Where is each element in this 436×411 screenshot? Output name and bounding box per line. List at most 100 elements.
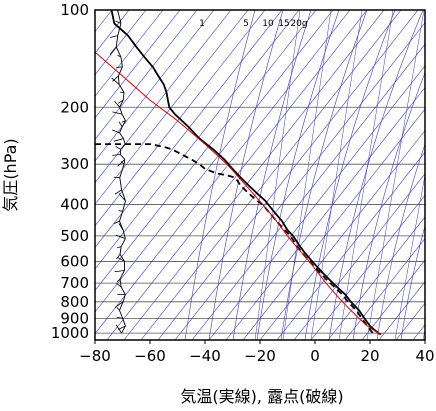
y-tick-label: 700: [60, 274, 89, 292]
mixing-ratio-line: [254, 10, 301, 340]
dry-adiabat-line: [208, 65, 425, 340]
dry-adiabat-line: [95, 10, 351, 335]
temperature-line: [110, 10, 382, 336]
wind-barb-staff: [123, 159, 126, 165]
wind-barb-staff: [121, 120, 126, 128]
dry-adiabat-line: [95, 10, 198, 140]
moist-adiabat-line: [184, 10, 256, 340]
mixing-ratio-label: 20g: [290, 19, 307, 29]
dry-adiabat-line: [174, 22, 425, 340]
wind-barb-staff: [118, 84, 125, 93]
y-tick-label: 200: [60, 98, 89, 116]
reference-line: [95, 51, 382, 335]
wind-barb-staff: [119, 107, 123, 115]
y-tick-label: 600: [60, 252, 89, 270]
moist-adiabat-line: [232, 10, 312, 340]
dry-adiabat-line: [95, 10, 147, 76]
wind-barb-staff: [115, 35, 119, 47]
moist-adiabat-line: [256, 10, 340, 340]
wind-barb-staff: [117, 75, 120, 85]
wind-barb-staff: [122, 294, 126, 302]
wind-barb-staff: [122, 92, 125, 101]
wind-barb-staff: [119, 177, 123, 190]
wind-barb-flag: [113, 138, 124, 142]
moist-adiabat-line: [304, 10, 396, 340]
wind-barb-flag: [109, 46, 117, 55]
dry-adiabat-line: [293, 173, 425, 340]
wind-barb-staff: [117, 10, 122, 24]
mixing-ratio-line: [310, 10, 363, 340]
y-tick-label: 1000: [51, 324, 89, 342]
wind-barb-staff: [119, 132, 124, 139]
dry-adiabat-line: [95, 10, 283, 248]
wind-barb-staff: [119, 270, 125, 280]
wind-barb-flag: [118, 210, 123, 212]
mixing-ratio-line: [366, 10, 425, 340]
wind-barb-staff: [119, 310, 124, 319]
y-tick-label: 400: [60, 196, 89, 214]
wind-barb-staff: [120, 286, 126, 295]
wind-barb-staff: [122, 318, 126, 327]
wind-barb-flag: [115, 324, 122, 334]
dry-adiabat-line: [95, 10, 300, 270]
mixing-ratio-line: [394, 173, 425, 340]
wind-barb-flag: [114, 189, 122, 195]
wind-barb-staff: [120, 143, 126, 150]
dry-adiabat-line: [157, 10, 419, 340]
moist-adiabat-line: [280, 10, 368, 340]
dry-adiabat-line: [361, 259, 425, 340]
wind-barb-flag: [117, 99, 124, 104]
dry-adiabat-line: [95, 10, 232, 184]
dry-adiabat-line: [378, 281, 425, 340]
y-tick-label: 100: [60, 1, 89, 19]
profile-lines: [95, 10, 382, 336]
dry-adiabat-line: [242, 108, 425, 340]
wind-barb-flag: [116, 282, 122, 288]
dry-adiabat-line: [95, 10, 334, 313]
x-tick-label: 20: [360, 347, 379, 365]
wind-barb-staff: [119, 126, 123, 134]
wind-barb-staff: [119, 246, 122, 255]
dry-adiabat-line: [310, 194, 425, 340]
wind-barb-flag: [115, 20, 122, 24]
wind-barb-flag: [118, 223, 124, 231]
wind-barb-staff: [119, 164, 125, 178]
wind-barb-staff: [121, 325, 126, 334]
x-tick-label: 40: [415, 347, 434, 365]
wind-barb-flag: [118, 121, 123, 128]
mixing-ratio-line: [282, 10, 332, 340]
wind-barb-flag: [115, 234, 126, 240]
wind-barb-flag: [112, 111, 123, 115]
wind-barb-flag: [116, 278, 121, 283]
wind-barb-staff: [122, 200, 126, 212]
wind-barb-staff: [119, 301, 124, 311]
mixing-ratio-label: 5: [243, 19, 249, 29]
dry-adiabat-line: [95, 10, 266, 227]
wind-barb-flag: [120, 161, 125, 165]
wind-barb-staff: [117, 23, 122, 36]
mixing-ratio-labels: 1 5 10 15 20g: [199, 19, 307, 29]
wind-barb-flag: [116, 66, 123, 68]
moist-adiabat-line: [400, 224, 425, 340]
dry-adiabat-line: [95, 10, 317, 291]
wind-barb-flag: [116, 316, 123, 319]
wind-barb-staff: [120, 238, 126, 247]
wind-barb-staff: [121, 189, 126, 202]
wind-barb-staff: [119, 211, 124, 222]
mixing-ratio-label: 10: [262, 19, 274, 29]
dry-adiabat-line: [327, 216, 425, 340]
wind-barb-staff: [121, 113, 126, 121]
wind-barbs: [109, 10, 126, 334]
y-tick-label: 300: [60, 155, 89, 173]
dry-adiabat-line: [191, 43, 425, 340]
wind-barb-flag: [109, 35, 118, 38]
wind-barb-staff: [117, 66, 123, 77]
mixing-ratio-label: 15: [278, 19, 289, 29]
x-tick-label: −60: [134, 347, 166, 365]
wind-barb-staff: [119, 99, 124, 108]
wind-barb-flag: [112, 129, 120, 134]
wind-barb-flag: [111, 77, 120, 85]
wind-barb-staff: [115, 46, 122, 58]
